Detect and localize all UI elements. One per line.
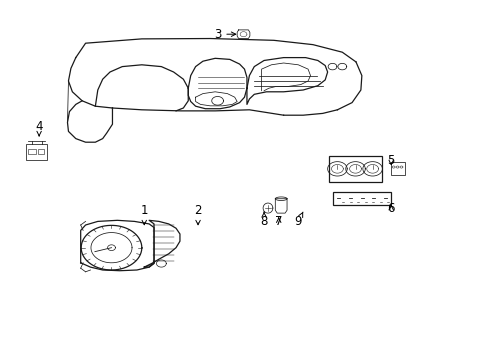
Text: 9: 9 xyxy=(294,212,303,228)
Text: 7: 7 xyxy=(274,215,282,228)
Text: 4: 4 xyxy=(35,120,43,136)
Bar xyxy=(390,162,404,175)
Text: 6: 6 xyxy=(386,202,394,215)
Bar xyxy=(28,149,36,154)
Bar xyxy=(26,144,47,160)
Text: 3: 3 xyxy=(213,28,235,41)
Text: 8: 8 xyxy=(260,212,267,228)
Bar xyxy=(332,192,390,205)
Bar xyxy=(38,149,44,154)
Text: 1: 1 xyxy=(140,204,148,225)
Bar xyxy=(328,156,382,182)
Text: 5: 5 xyxy=(386,154,394,167)
Text: 2: 2 xyxy=(194,204,202,225)
